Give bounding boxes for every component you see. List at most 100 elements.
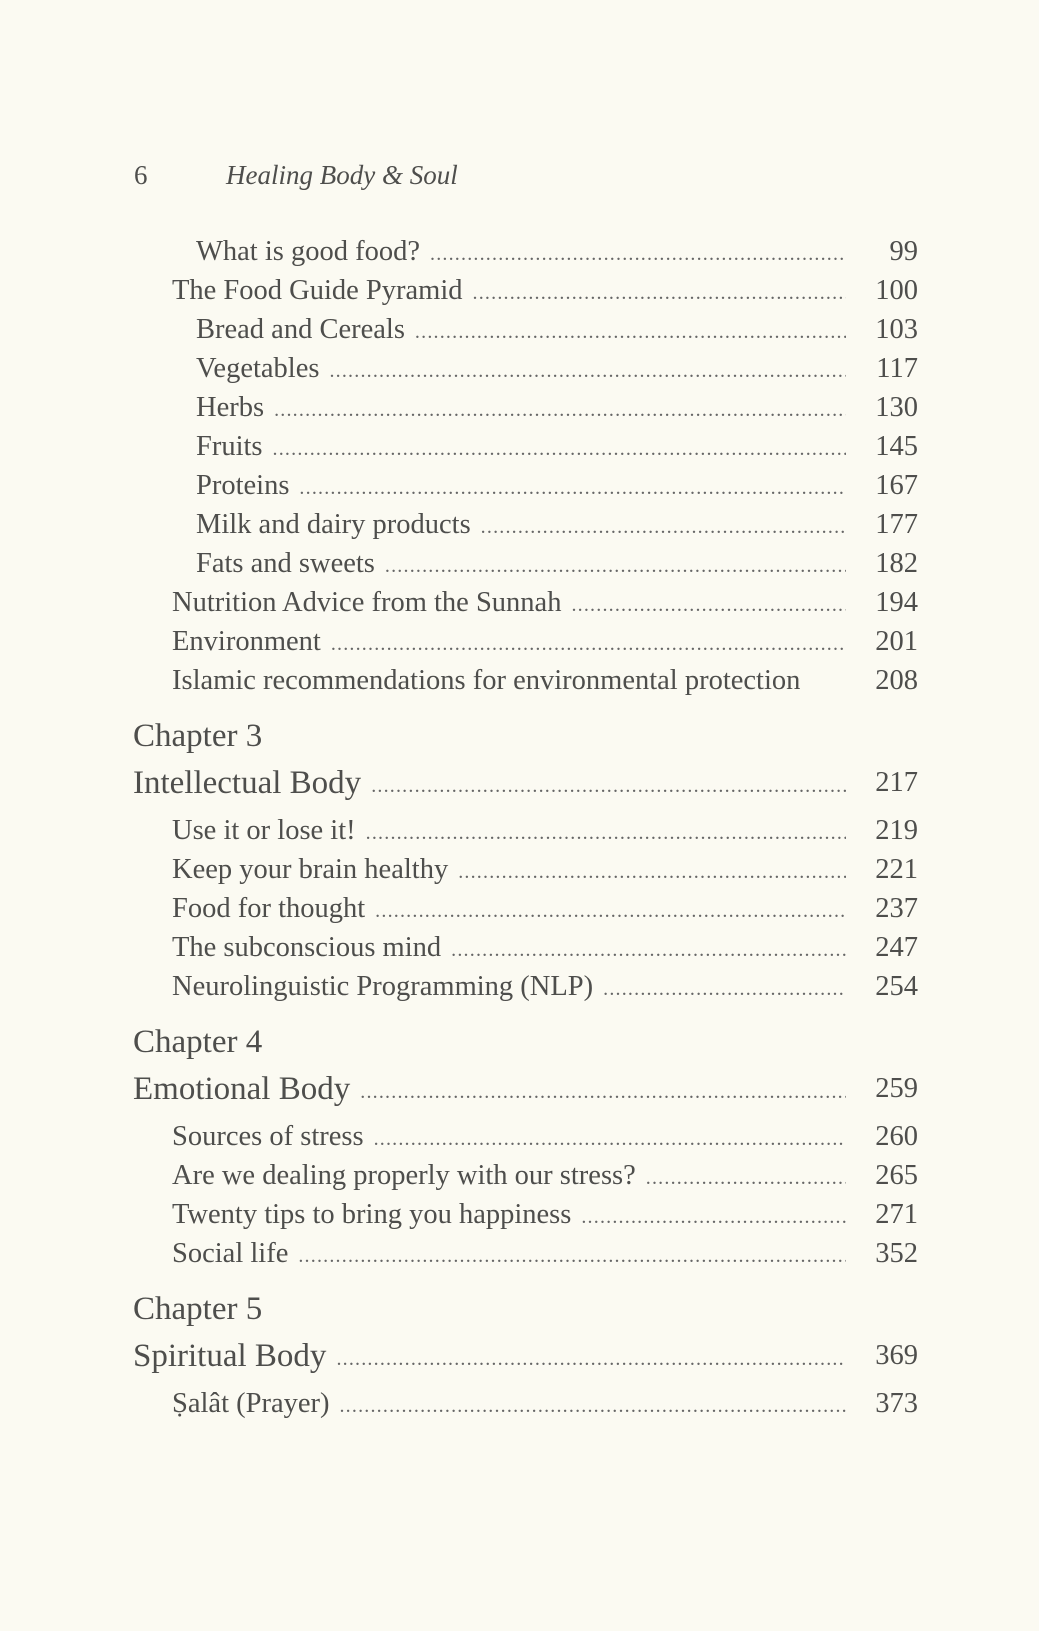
entry-page-number: 217 bbox=[875, 767, 918, 798]
entry-title: Twenty tips to bring you happiness bbox=[172, 1198, 572, 1230]
toc-entry: Fats and sweets 182 bbox=[0, 544, 1039, 583]
page-number: 6 bbox=[134, 160, 148, 190]
dot-leader bbox=[385, 549, 846, 578]
dot-leader bbox=[458, 855, 846, 884]
entry-page-number: 373 bbox=[875, 1387, 918, 1419]
toc-entry: Nutrition Advice from the Sunnah 194 bbox=[0, 583, 1039, 622]
entry-title: Food for thought bbox=[172, 892, 366, 924]
entry-title: Neurolinguistic Programming (NLP) bbox=[172, 970, 594, 1002]
toc-entry: Social life 352 bbox=[0, 1234, 1039, 1273]
entry-page-number: 352 bbox=[875, 1237, 918, 1269]
entry-title: Use it or lose it! bbox=[172, 814, 356, 846]
dot-leader bbox=[273, 432, 846, 461]
dot-leader bbox=[329, 354, 846, 383]
toc-entry: Islamic recommendations for environmenta… bbox=[0, 661, 1039, 700]
chapter-label: Chapter 3 bbox=[0, 713, 1039, 759]
toc-entry: Food for thought 237 bbox=[0, 889, 1039, 928]
entry-title: Chapter 3 bbox=[133, 717, 263, 754]
chapter-label: Chapter 5 bbox=[0, 1286, 1039, 1332]
entry-page-number: 247 bbox=[875, 931, 918, 963]
dot-leader bbox=[481, 510, 846, 539]
dot-leader bbox=[274, 393, 846, 422]
entry-title: Vegetables bbox=[196, 352, 320, 384]
toc-entry: Fruits 145 bbox=[0, 427, 1039, 466]
entry-title: Islamic recommendations for environmenta… bbox=[172, 664, 801, 696]
entry-title: Ṣalât (Prayer) bbox=[172, 1387, 330, 1419]
entry-title: Milk and dairy products bbox=[196, 508, 471, 540]
entry-title: Chapter 5 bbox=[133, 1290, 263, 1327]
dot-leader bbox=[603, 972, 846, 1001]
dot-leader bbox=[366, 816, 846, 845]
entry-title: Are we dealing properly with our stress? bbox=[172, 1159, 636, 1191]
running-title: Healing Body & Soul bbox=[226, 160, 458, 190]
toc-entry: What is good food? 99 bbox=[0, 232, 1039, 271]
toc-entry: Neurolinguistic Programming (NLP) 254 bbox=[0, 967, 1039, 1006]
dot-leader bbox=[374, 1122, 846, 1151]
toc-entry: Keep your brain healthy 221 bbox=[0, 850, 1039, 889]
dot-leader bbox=[360, 1075, 846, 1104]
entry-title: Herbs bbox=[196, 391, 265, 423]
dot-leader bbox=[336, 1342, 846, 1371]
entry-page-number: 237 bbox=[875, 892, 918, 924]
dot-leader bbox=[415, 315, 846, 344]
running-header: 6 Healing Body & Soul bbox=[134, 160, 458, 191]
dot-leader bbox=[331, 627, 846, 656]
entry-page-number: 221 bbox=[875, 853, 918, 885]
dot-leader bbox=[430, 237, 846, 266]
entry-title: Bread and Cereals bbox=[196, 313, 405, 345]
entry-page-number: 130 bbox=[875, 391, 918, 423]
entry-page-number: 167 bbox=[875, 469, 918, 501]
table-of-contents: What is good food? 99 The Food Guide Pyram… bbox=[0, 232, 1039, 1423]
toc-entry: Ṣalât (Prayer) 373 bbox=[0, 1384, 1039, 1423]
entry-title: Intellectual Body bbox=[133, 764, 362, 801]
toc-entry: Twenty tips to bring you happiness 271 bbox=[0, 1195, 1039, 1234]
dot-leader bbox=[371, 769, 846, 798]
toc-entry: Bread and Cereals 103 bbox=[0, 310, 1039, 349]
toc-entry: Are we dealing properly with our stress?… bbox=[0, 1156, 1039, 1195]
entry-title: Nutrition Advice from the Sunnah bbox=[172, 586, 562, 618]
dot-leader bbox=[581, 1200, 846, 1229]
dot-leader bbox=[451, 933, 846, 962]
entry-page-number: 194 bbox=[875, 586, 918, 618]
entry-page-number: 271 bbox=[875, 1198, 918, 1230]
toc-entry: Herbs 130 bbox=[0, 388, 1039, 427]
chapter-title-entry: Spiritual Body 369 bbox=[0, 1332, 1039, 1380]
entry-title: Fats and sweets bbox=[196, 547, 375, 579]
dot-leader bbox=[339, 1389, 846, 1418]
chapter-label: Chapter 4 bbox=[0, 1019, 1039, 1065]
entry-title: Proteins bbox=[196, 469, 290, 501]
toc-entry: Environment 201 bbox=[0, 622, 1039, 661]
entry-title: Social life bbox=[172, 1237, 289, 1269]
entry-title: Fruits bbox=[196, 430, 263, 462]
toc-entry: The subconscious mind 247 bbox=[0, 928, 1039, 967]
toc-entry: Vegetables 117 bbox=[0, 349, 1039, 388]
entry-page-number: 100 bbox=[875, 274, 918, 306]
entry-page-number: 182 bbox=[875, 547, 918, 579]
entry-page-number: 103 bbox=[875, 313, 918, 345]
entry-title: The Food Guide Pyramid bbox=[172, 274, 463, 306]
entry-page-number: 99 bbox=[889, 235, 919, 267]
entry-page-number: 208 bbox=[875, 664, 918, 696]
chapter-title-entry: Intellectual Body 217 bbox=[0, 759, 1039, 807]
dot-leader bbox=[299, 471, 846, 500]
dot-leader bbox=[375, 894, 846, 923]
dot-leader bbox=[298, 1239, 846, 1268]
entry-page-number: 265 bbox=[875, 1159, 918, 1191]
entry-page-number: 254 bbox=[875, 970, 918, 1002]
entry-title: Sources of stress bbox=[172, 1120, 364, 1152]
entry-title: Keep your brain healthy bbox=[172, 853, 449, 885]
entry-page-number: 259 bbox=[875, 1073, 918, 1104]
entry-title: Environment bbox=[172, 625, 321, 657]
entry-page-number: 369 bbox=[875, 1340, 918, 1371]
toc-entry: The Food Guide Pyramid 100 bbox=[0, 271, 1039, 310]
chapter-title-entry: Emotional Body 259 bbox=[0, 1065, 1039, 1113]
entry-title: The subconscious mind bbox=[172, 931, 442, 963]
dot-leader bbox=[646, 1161, 846, 1190]
entry-page-number: 201 bbox=[875, 625, 918, 657]
entry-page-number: 260 bbox=[875, 1120, 918, 1152]
entry-page-number: 219 bbox=[875, 814, 918, 846]
entry-title: Chapter 4 bbox=[133, 1023, 263, 1060]
dot-leader bbox=[571, 588, 846, 617]
entry-title: What is good food? bbox=[196, 235, 420, 267]
dot-leader bbox=[473, 276, 846, 305]
